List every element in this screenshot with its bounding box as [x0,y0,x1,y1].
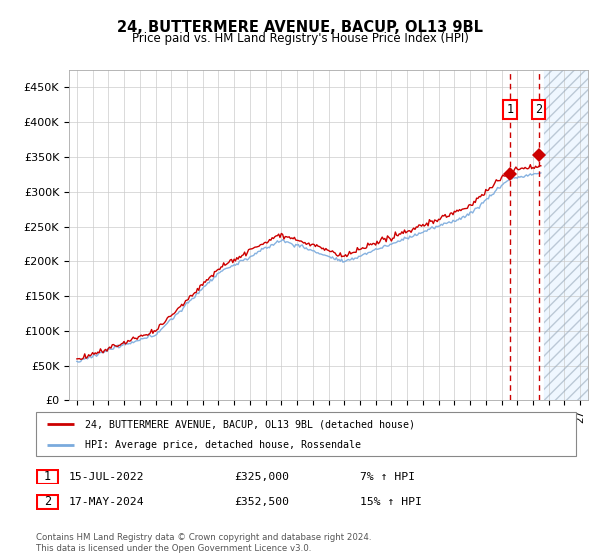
Text: 2: 2 [44,495,51,508]
Text: 2: 2 [535,103,542,116]
Text: 24, BUTTERMERE AVENUE, BACUP, OL13 9BL: 24, BUTTERMERE AVENUE, BACUP, OL13 9BL [117,20,483,35]
Text: 1: 1 [506,103,514,116]
Text: £352,500: £352,500 [234,497,289,507]
Text: 1: 1 [44,470,51,483]
Text: HPI: Average price, detached house, Rossendale: HPI: Average price, detached house, Ross… [85,440,361,450]
Text: £325,000: £325,000 [234,472,289,482]
Text: 7% ↑ HPI: 7% ↑ HPI [360,472,415,482]
Bar [544,70,588,400]
Text: Price paid vs. HM Land Registry's House Price Index (HPI): Price paid vs. HM Land Registry's House … [131,32,469,45]
Text: 15-JUL-2022: 15-JUL-2022 [69,472,145,482]
Text: 17-MAY-2024: 17-MAY-2024 [69,497,145,507]
Bar [544,70,588,400]
FancyBboxPatch shape [36,412,576,456]
Text: 15% ↑ HPI: 15% ↑ HPI [360,497,422,507]
FancyBboxPatch shape [37,469,58,484]
Text: Contains HM Land Registry data © Crown copyright and database right 2024.
This d: Contains HM Land Registry data © Crown c… [36,533,371,553]
Text: 24, BUTTERMERE AVENUE, BACUP, OL13 9BL (detached house): 24, BUTTERMERE AVENUE, BACUP, OL13 9BL (… [85,419,415,429]
FancyBboxPatch shape [37,494,58,509]
